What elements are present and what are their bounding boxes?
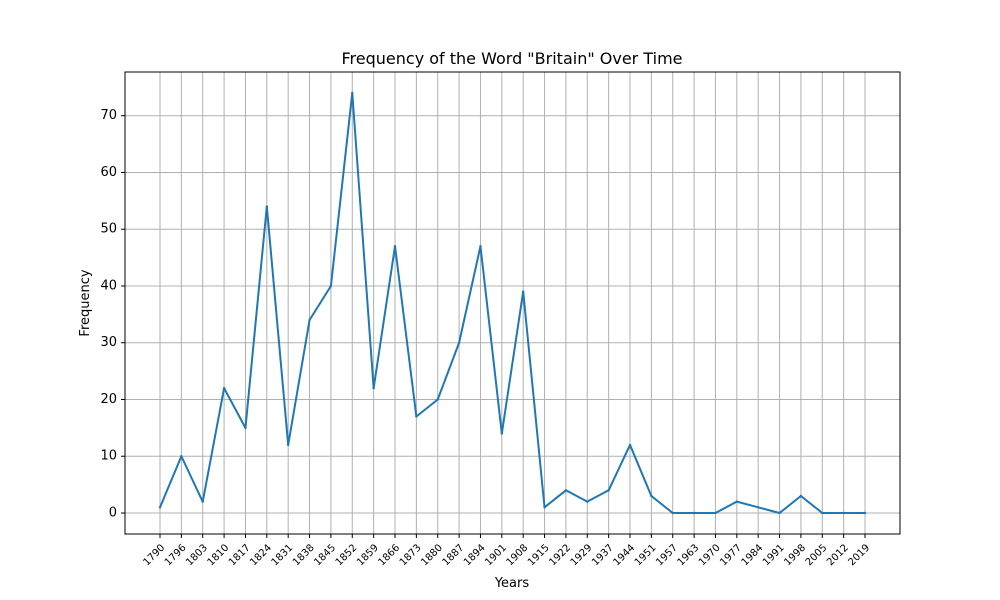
x-tick-label: 1915 xyxy=(526,542,552,568)
x-tick-label: 1831 xyxy=(270,542,296,568)
x-tick-label: 1824 xyxy=(248,542,274,568)
data-point xyxy=(372,386,375,390)
x-tick-label: 1970 xyxy=(697,542,723,568)
x-tick-label: 1887 xyxy=(441,542,467,568)
plot-area-frame xyxy=(124,71,901,535)
data-point xyxy=(286,443,290,447)
data-point xyxy=(180,455,183,458)
x-tick-label: 1977 xyxy=(718,542,744,568)
data-point xyxy=(436,398,439,401)
x-tick-label: 1852 xyxy=(334,542,360,568)
data-point xyxy=(671,511,674,515)
x-tick-label: 2019 xyxy=(846,542,872,568)
data-point xyxy=(329,284,333,288)
data-point xyxy=(735,500,739,503)
data-point xyxy=(500,432,504,435)
x-tick-label: 1859 xyxy=(355,542,381,568)
x-tick-label: 1944 xyxy=(611,542,637,568)
y-tick-label: 70 xyxy=(100,108,117,123)
y-tick-label: 10 xyxy=(100,449,117,464)
x-tick-label: 1937 xyxy=(590,542,616,568)
data-point xyxy=(628,443,632,447)
x-tick-label: 1957 xyxy=(654,542,680,568)
x-tick-label: 2012 xyxy=(825,542,851,568)
x-tick-label: 1998 xyxy=(782,542,808,568)
y-tick-label: 30 xyxy=(100,335,117,350)
data-point xyxy=(863,511,867,515)
y-tick-label: 20 xyxy=(100,392,117,407)
data-point xyxy=(351,91,354,95)
x-tick-label: 1901 xyxy=(483,542,509,568)
x-tick-label: 1866 xyxy=(376,542,402,568)
data-point xyxy=(222,386,226,390)
data-point xyxy=(244,426,247,430)
series-line xyxy=(159,92,866,514)
data-point xyxy=(821,511,824,515)
data-point xyxy=(564,489,568,492)
x-tick-label: 1963 xyxy=(676,542,702,568)
data-point xyxy=(479,245,482,248)
data-point xyxy=(308,318,311,322)
y-axis-label: Frequency xyxy=(78,269,93,336)
data-point xyxy=(799,494,803,498)
x-tick-label: 1894 xyxy=(462,542,488,568)
data-point xyxy=(756,506,760,509)
x-tick-label: 1951 xyxy=(633,542,659,568)
data-point xyxy=(158,506,162,509)
data-point xyxy=(692,511,696,515)
y-tick-label: 50 xyxy=(100,222,117,237)
data-point xyxy=(607,489,610,492)
x-tick-label: 1984 xyxy=(740,542,766,568)
y-tick-label: 40 xyxy=(100,278,117,293)
series-layer xyxy=(158,91,867,515)
data-point xyxy=(393,245,397,248)
data-point xyxy=(457,341,461,344)
grid-layer xyxy=(125,72,900,534)
x-tick-label: 1838 xyxy=(291,542,317,568)
x-tick-label: 1991 xyxy=(761,542,787,568)
data-point xyxy=(714,511,717,515)
x-tick-label: 2005 xyxy=(804,542,830,568)
data-point xyxy=(201,500,204,503)
tick-layer: 1790179618031810181718241831183818451852… xyxy=(100,108,872,568)
x-tick-label: 1922 xyxy=(547,542,573,568)
x-tick-label: 1929 xyxy=(569,542,595,568)
x-tick-label: 1873 xyxy=(398,542,424,568)
y-tick-label: 60 xyxy=(100,165,117,180)
x-axis-label: Years xyxy=(494,576,530,591)
x-tick-label: 1796 xyxy=(163,542,189,568)
data-point xyxy=(543,506,546,509)
data-point xyxy=(265,205,269,208)
data-point xyxy=(842,511,845,515)
y-tick-label: 0 xyxy=(109,506,117,521)
x-tick-label: 1880 xyxy=(419,542,445,568)
chart-title: Frequency of the Word "Britain" Over Tim… xyxy=(342,49,683,68)
data-point xyxy=(586,500,589,503)
x-tick-label: 1908 xyxy=(505,542,531,568)
x-tick-label: 1810 xyxy=(206,542,232,568)
data-point xyxy=(521,290,525,293)
x-tick-label: 1845 xyxy=(312,542,338,568)
data-point xyxy=(778,511,781,515)
x-tick-label: 1803 xyxy=(184,542,210,568)
data-point xyxy=(650,494,653,498)
data-point xyxy=(415,415,418,418)
x-tick-label: 1817 xyxy=(227,542,253,568)
x-tick-label: 1790 xyxy=(141,542,167,568)
